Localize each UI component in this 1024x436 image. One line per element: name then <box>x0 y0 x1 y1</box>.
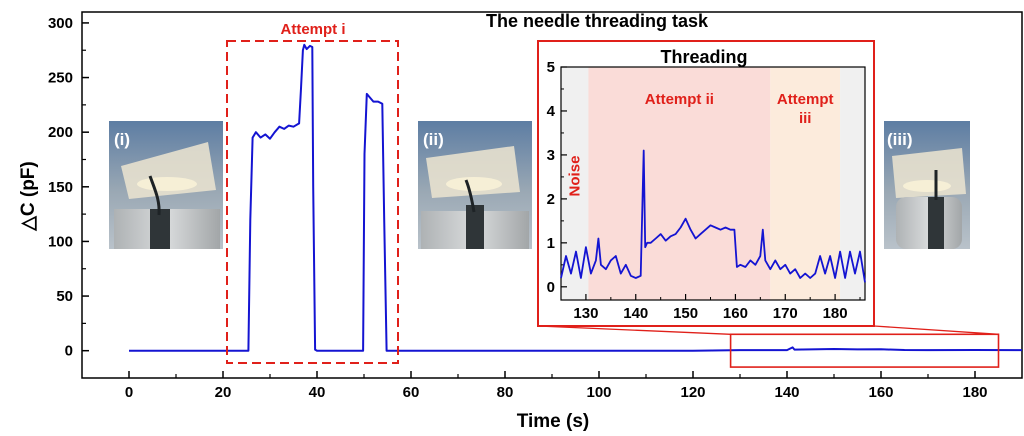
inset-region-label: Noise <box>567 156 584 197</box>
inset-plot-frame <box>560 66 866 301</box>
x-tick-label: 180 <box>962 384 987 401</box>
inset-x-tick-label: 140 <box>623 305 648 322</box>
x-tick-label: 40 <box>309 384 326 401</box>
attempt-i-label-bg <box>268 18 358 40</box>
y-tick-label: 150 <box>48 179 73 196</box>
zoom-box <box>729 333 1000 368</box>
photo-iii: (iii) <box>884 121 970 249</box>
zoom-connector-right <box>873 325 999 335</box>
y-tick-label: 0 <box>65 343 73 360</box>
photo-i-label: (i) <box>114 130 130 149</box>
y-tick-label: 200 <box>48 124 73 141</box>
inset-y-tick-label: 3 <box>547 147 555 164</box>
inset-title: Threading <box>660 47 747 67</box>
zoom-connector-left <box>537 325 731 335</box>
inset-region-band <box>588 67 771 300</box>
x-tick-label: 20 <box>215 384 232 401</box>
inset-y-tick-label: 1 <box>547 235 555 252</box>
chart-title: The needle threading task <box>486 11 709 31</box>
x-tick-label: 60 <box>403 384 420 401</box>
inset-x-tick-label: 180 <box>823 305 848 322</box>
x-tick-label: 140 <box>774 384 799 401</box>
photo-iii-label: (iii) <box>887 130 913 149</box>
y-tick-label: 100 <box>48 233 73 250</box>
y-tick-label: 50 <box>56 288 73 305</box>
inset-axis-ticks <box>561 66 861 300</box>
y-tick-label: 300 <box>48 15 73 32</box>
attempt-i-label: Attempt i <box>281 21 346 38</box>
attempt-i-box <box>226 40 399 364</box>
inset-regions <box>561 67 865 300</box>
inset-x-tick-label: 130 <box>573 305 598 322</box>
inset-y-tick-label: 4 <box>547 103 556 120</box>
x-axis-title: Time (s) <box>517 411 590 432</box>
inset-x-tick-label: 160 <box>723 305 748 322</box>
photo-ii: (ii) <box>418 121 532 249</box>
main-series-line <box>129 43 1023 352</box>
inset-x-tick-label: 150 <box>673 305 698 322</box>
inset-y-tick-label: 0 <box>547 279 555 296</box>
x-tick-label: 0 <box>125 384 133 401</box>
inset-region-label: Attempt ii <box>645 91 714 108</box>
inset-y-tick-label: 5 <box>547 59 555 76</box>
y-tick-label: 250 <box>48 70 73 87</box>
y-axis-title: △C (pF) <box>18 161 39 231</box>
main-axis-ticks <box>82 22 976 378</box>
inset-region-label: Attempt iii <box>777 91 834 127</box>
inset-chart: Threading 130 140 150 160 170 180 0 1 2 3 4 5 Noise… <box>537 40 875 327</box>
photo-ii-label: (ii) <box>423 130 444 149</box>
inset-y-tick-label: 2 <box>547 191 555 208</box>
x-tick-label: 120 <box>680 384 705 401</box>
x-tick-label: 100 <box>586 384 611 401</box>
inset-tick-labels: 130 140 150 160 170 180 0 1 2 3 4 5 <box>547 59 848 322</box>
inset-series-line <box>560 149 866 283</box>
photo-i: (i) <box>109 121 223 249</box>
x-tick-label: 80 <box>497 384 514 401</box>
inset-region-labels: Noise Attempt ii Attempt iii <box>567 91 834 196</box>
main-tick-labels: 0 20 40 60 80 100 120 140 160 1800501001502002503… <box>48 15 988 401</box>
x-tick-label: 160 <box>868 384 893 401</box>
inset-x-tick-label: 170 <box>773 305 798 322</box>
